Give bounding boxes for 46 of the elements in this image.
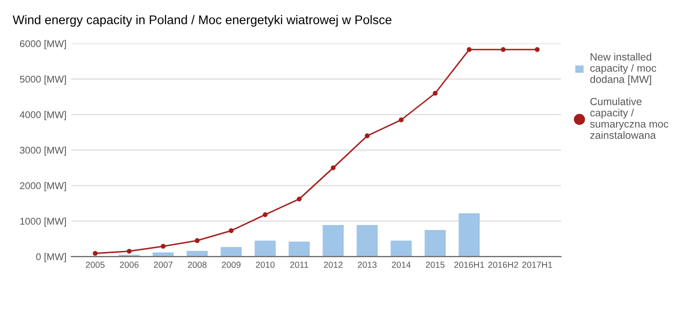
point	[466, 47, 472, 52]
x-tick-label: 2009	[222, 262, 241, 268]
point	[160, 244, 166, 249]
bar	[458, 213, 480, 257]
point	[126, 248, 132, 254]
chart-title: Wind energy capacity in Poland / Moc energetyki wiatrowej w Polsce	[12, 15, 392, 27]
point	[262, 212, 268, 218]
x-tick-label: 2011	[290, 262, 308, 268]
point	[194, 238, 200, 244]
point	[500, 47, 506, 52]
x-tick-label: 2013	[358, 262, 377, 268]
bar	[220, 246, 242, 257]
y-tick-label: 4000 [MW]	[20, 111, 66, 120]
x-tick-label: 2015	[426, 262, 445, 268]
y-tick-label: 3000 [MW]	[20, 146, 66, 156]
x-tick-label: 2005	[86, 262, 105, 268]
x-tick-label: 2017H1	[522, 262, 552, 268]
x-tick-label: 2014	[392, 262, 411, 268]
x-tick-label: 2008	[188, 262, 207, 268]
x-tick-label: 2016H1	[454, 262, 484, 268]
y-tick-label: 5000 [MW]	[20, 76, 66, 85]
y-tick-label: 6000 [MW]	[20, 40, 66, 50]
x-tick-label: 2006	[120, 262, 139, 268]
x-tick-label: 2007	[154, 262, 172, 268]
bar	[424, 230, 446, 257]
point	[364, 133, 370, 138]
legend-label: New installed capacity / moc dodana [MW]	[590, 52, 656, 86]
point	[534, 47, 540, 52]
point	[228, 228, 234, 234]
y-tick-label: 2000 [MW]	[20, 182, 66, 192]
bar	[254, 240, 276, 257]
bar	[390, 240, 412, 257]
bar	[356, 224, 378, 257]
y-tick-label: 0 [MW]	[36, 253, 66, 262]
point	[330, 165, 336, 170]
point	[398, 117, 404, 122]
bar	[288, 242, 310, 257]
x-tick-label: 2016H2	[488, 262, 518, 268]
point	[296, 196, 302, 202]
x-tick-label: 2010	[256, 262, 275, 268]
x-tick-label: 2012	[324, 262, 342, 268]
bar	[322, 224, 344, 257]
point	[92, 250, 98, 256]
y-tick-label: 1000 [MW]	[20, 218, 66, 227]
legend-label: Cumulative capacity / sumaryczna moc zainstalowana	[590, 98, 668, 139]
point	[432, 90, 438, 96]
